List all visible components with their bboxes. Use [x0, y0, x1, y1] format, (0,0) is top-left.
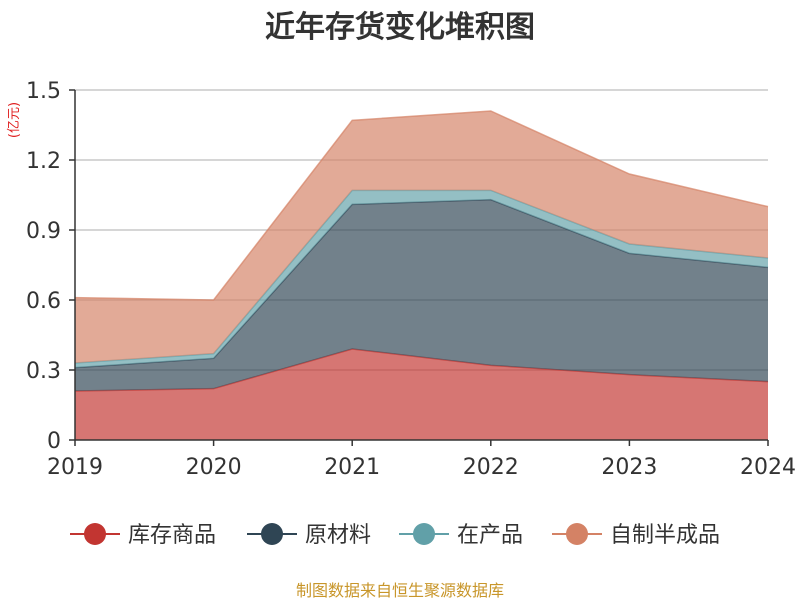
y-tick-label: 1.2	[26, 149, 61, 174]
source-note: 制图数据来自恒生聚源数据库	[296, 581, 504, 600]
y-tick-label: 0	[47, 429, 61, 454]
x-tick-label: 2021	[324, 455, 380, 480]
y-tick-label: 0.6	[26, 289, 61, 314]
x-tick-labels: 2019 2020 2021 2022 2023 2024	[47, 455, 796, 480]
legend-label: 库存商品	[128, 523, 216, 548]
area-line-4	[74, 110, 769, 301]
axes	[69, 89, 769, 446]
area-2	[75, 199, 768, 391]
x-tick-label: 2024	[740, 455, 796, 480]
chart-title: 近年存货变化堆积图	[265, 10, 535, 45]
legend-marker	[413, 523, 435, 545]
legend-marker	[84, 523, 106, 545]
legend-marker	[261, 523, 283, 545]
y-tick-label: 0.9	[26, 219, 61, 244]
legend-label: 在产品	[457, 523, 523, 548]
area-series	[74, 110, 769, 440]
legend-item: 自制半成品	[552, 523, 720, 548]
x-tick-label: 2022	[463, 455, 519, 480]
area-4	[75, 111, 768, 363]
area-1	[75, 349, 768, 440]
legend-item: 原材料	[247, 523, 371, 548]
legend-marker	[566, 523, 588, 545]
y-tick-label: 1.5	[26, 79, 61, 104]
legend-item: 库存商品	[70, 523, 216, 548]
legend-label: 自制半成品	[610, 523, 720, 548]
legend-item: 在产品	[399, 523, 523, 548]
y-tick-labels: 0 0.3 0.6 0.9 1.2 1.5	[26, 79, 61, 454]
area-3	[75, 190, 768, 368]
y-tick-label: 0.3	[26, 359, 61, 384]
x-tick-label: 2023	[601, 455, 657, 480]
x-tick-label: 2019	[47, 455, 103, 480]
x-tick-label: 2020	[186, 455, 242, 480]
legend: 库存商品 原材料 在产品 自制半成品	[70, 523, 720, 548]
legend-label: 原材料	[305, 523, 371, 548]
y-axis-unit: (亿元)	[7, 102, 22, 138]
